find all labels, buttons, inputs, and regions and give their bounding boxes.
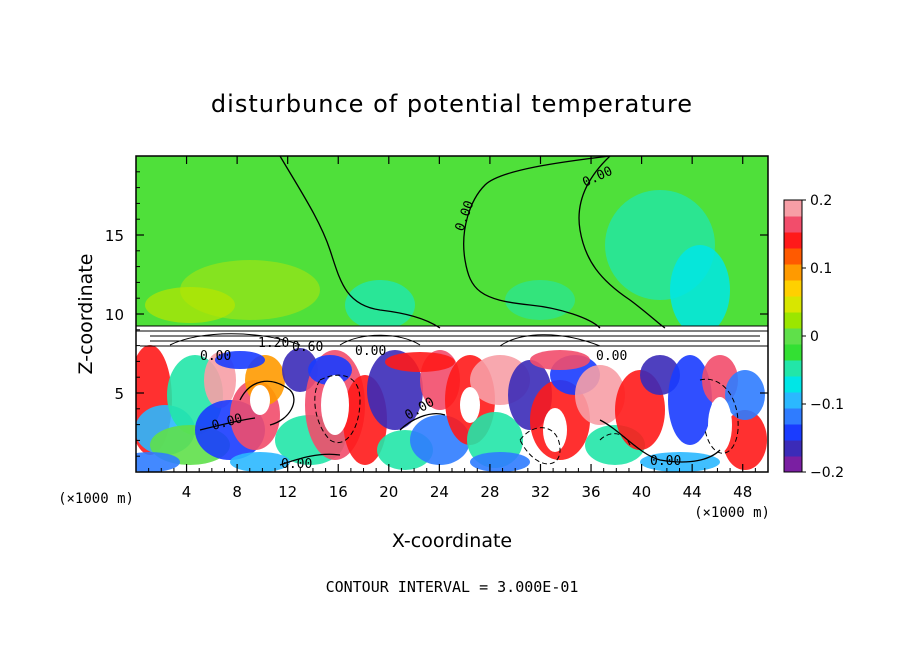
turbulent-cell — [723, 410, 767, 470]
contour-line — [239, 380, 295, 426]
contour-label: 0.00 — [596, 349, 627, 364]
turbulent-cell — [575, 365, 625, 425]
turbulent-cell — [725, 370, 765, 420]
x-tick-label: 28 — [480, 483, 499, 501]
x-tick-label: 8 — [232, 483, 242, 501]
turbulent-cell — [708, 397, 732, 453]
colorbar-swatch — [784, 408, 802, 425]
x-tick-label: 12 — [278, 483, 297, 501]
turbulent-cell — [250, 385, 270, 415]
colorbar-swatch — [784, 360, 802, 377]
x-tick-label: 48 — [733, 483, 752, 501]
contour-line — [699, 378, 739, 454]
colorbar-tick-label: 0.2 — [810, 193, 832, 209]
colorbar-swatch — [784, 232, 802, 249]
x-axis-title: X-coordinate — [392, 530, 512, 552]
turbulent-cell — [385, 352, 455, 372]
y-tick-label: 15 — [105, 227, 124, 245]
contour-line — [279, 156, 441, 329]
contour-line — [578, 156, 666, 329]
contour-line — [279, 453, 341, 466]
contour-label: 0.00 — [281, 457, 312, 472]
turbulent-cell — [543, 408, 567, 452]
cool-patch — [345, 280, 415, 330]
chart-title: disturbunce of potential temperature — [211, 90, 693, 118]
turbulent-cells — [136, 345, 767, 472]
contour-line — [599, 419, 721, 463]
colorbar-tick-label: 0 — [810, 329, 819, 345]
y-tick-label: 10 — [105, 306, 124, 324]
y-axis-title: Z-coordinate — [75, 254, 97, 375]
colorbar-tick-label: 0.1 — [810, 261, 832, 277]
colorbar-tick-label: −0.1 — [810, 397, 844, 413]
x-tick-label: 44 — [683, 483, 702, 501]
turbulent-cell — [136, 452, 180, 472]
colorbar-swatch — [784, 376, 802, 393]
x-axis: 4 8 12 16 20 24 28 32 36 40 44 48 — [148, 156, 756, 501]
x-tick-label: 20 — [379, 483, 398, 501]
contour-line — [169, 333, 601, 347]
y-axis: 5 10 15 — [105, 171, 768, 457]
contour-line — [399, 413, 446, 431]
turbulent-cell — [530, 350, 590, 370]
turbulent-cell — [460, 387, 480, 423]
x-tick-label: 40 — [632, 483, 651, 501]
contour-label: 0.00 — [200, 349, 231, 364]
heatmap-field: 0.00 0.00 0.00 0.00 0.00 0.00 0.00 0.00 … — [136, 156, 768, 472]
contour-line — [463, 156, 611, 329]
colorbar-swatch — [784, 248, 802, 265]
y-tick-label: 5 — [114, 385, 124, 403]
contour-label: 0.00 — [650, 454, 681, 469]
x-tick-label: 36 — [581, 483, 600, 501]
contour-line — [136, 325, 768, 347]
contour-label: 0.60 — [292, 340, 323, 355]
x-tick-label: 16 — [329, 483, 348, 501]
colorbar-swatch — [784, 456, 802, 473]
turbulent-cell — [215, 351, 265, 369]
x-tick-label: 32 — [531, 483, 550, 501]
turbulent-cell — [668, 355, 712, 445]
turbulent-cell — [470, 452, 530, 472]
contour-line — [314, 374, 361, 443]
cool-patch — [670, 245, 730, 335]
colorbar-swatch — [784, 264, 802, 281]
contour-line — [599, 433, 631, 446]
turbulent-cell — [230, 452, 290, 472]
colorbar-swatch — [784, 344, 802, 361]
contour-interval-note: CONTOUR INTERVAL = 3.000E-01 — [326, 578, 579, 596]
turbulent-cell — [321, 375, 349, 435]
contour-label: 0.00 — [355, 344, 386, 359]
x-origin-unit-label: (×1000 m) — [58, 491, 134, 507]
colorbar-swatch — [784, 424, 802, 441]
cool-patch — [505, 280, 575, 320]
x-tick-label: 4 — [182, 483, 192, 501]
contour-lines — [136, 156, 768, 466]
colorbar-swatch — [784, 392, 802, 409]
colorbar: −0.2 −0.1 0 0.1 0.2 — [783, 193, 844, 481]
colorbar-swatch — [784, 280, 802, 297]
contour-label: 1.20 — [258, 336, 289, 351]
colorbar-swatch — [784, 440, 802, 457]
colorbar-swatch — [784, 312, 802, 329]
contour-line — [519, 427, 561, 465]
warm-patch — [145, 287, 235, 323]
negative-contours — [314, 374, 739, 465]
colorbar-tick-label: −0.2 — [810, 465, 844, 481]
colorbar-swatch — [784, 216, 802, 233]
colorbar-swatch — [784, 328, 802, 345]
colorbar-swatch — [784, 200, 802, 217]
x-axis-unit-label: (×1000 m) — [694, 505, 770, 521]
contour-line — [199, 417, 256, 431]
turbulent-cell — [308, 355, 352, 385]
colorbar-swatch — [784, 296, 802, 313]
x-tick-label: 24 — [430, 483, 449, 501]
